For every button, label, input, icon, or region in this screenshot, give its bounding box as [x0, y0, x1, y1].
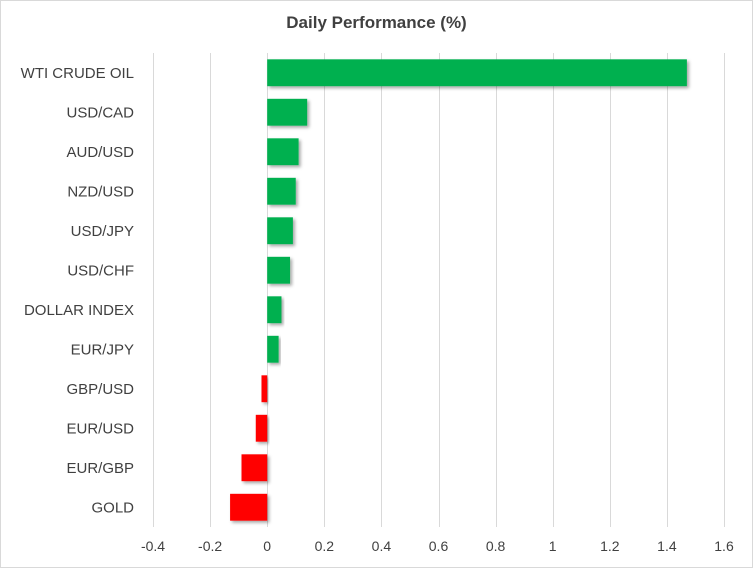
bar	[255, 414, 268, 442]
bar	[241, 454, 268, 482]
category-label: AUD/USD	[66, 144, 134, 161]
bar	[230, 493, 268, 521]
gridlines	[153, 53, 725, 527]
x-tick-label: 0.2	[315, 538, 335, 554]
x-tick-label: 1.2	[600, 538, 620, 554]
category-labels: WTI CRUDE OIL USD/CAD AUD/USD NZD/USD USD/JP…	[21, 65, 135, 517]
x-tick-label: -0.4	[141, 538, 165, 554]
x-tick-label: 0	[263, 538, 271, 554]
bars	[230, 59, 687, 521]
category-label: WTI CRUDE OIL	[21, 65, 134, 82]
bar	[267, 256, 291, 284]
x-tick-label: -0.2	[198, 538, 222, 554]
category-label: USD/JPY	[71, 223, 134, 240]
x-tick-label: 0.4	[372, 538, 392, 554]
bar	[267, 138, 299, 166]
x-tick-label: 1.6	[714, 538, 734, 554]
bar	[267, 335, 279, 363]
bar	[267, 177, 296, 205]
category-label: USD/CAD	[66, 104, 134, 121]
x-tick-label: 1.4	[657, 538, 677, 554]
bar	[267, 217, 293, 245]
x-tick-label: 1	[549, 538, 557, 554]
category-label: EUR/JPY	[71, 341, 134, 358]
x-tick-label: 0.8	[486, 538, 506, 554]
chart-title: Daily Performance (%)	[286, 13, 467, 32]
x-tick-labels: -0.4 -0.2 0 0.2 0.4 0.6 0.8 1 1.2 1.4 1.6	[141, 538, 734, 554]
bar	[261, 375, 268, 403]
category-label: DOLLAR INDEX	[24, 302, 134, 319]
category-label: NZD/USD	[67, 183, 134, 200]
bar	[267, 98, 308, 126]
category-label: EUR/USD	[66, 420, 134, 437]
bar	[267, 296, 282, 324]
bar	[267, 59, 687, 87]
category-label: GOLD	[91, 499, 134, 516]
category-label: EUR/GBP	[66, 460, 134, 477]
category-label: USD/CHF	[67, 262, 134, 279]
x-tick-label: 0.6	[429, 538, 449, 554]
category-label: GBP/USD	[66, 381, 134, 398]
